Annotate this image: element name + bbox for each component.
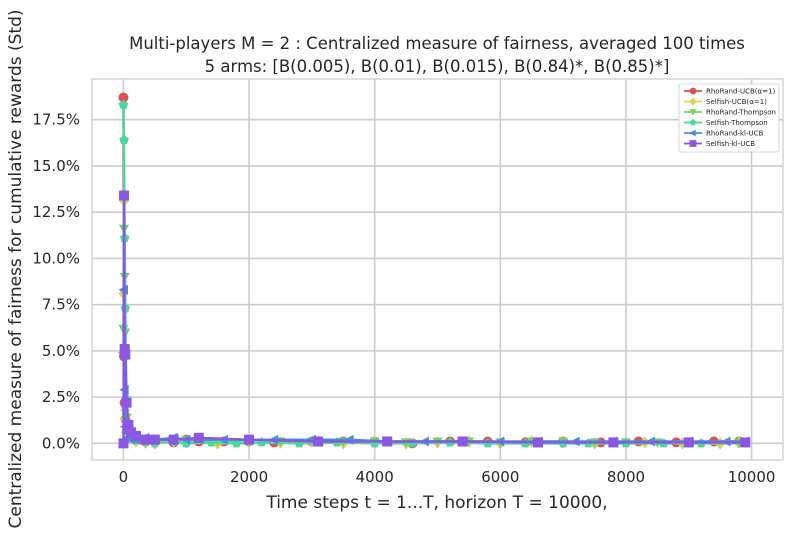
y-tick-label: 17.5% (32, 111, 80, 129)
data-point (740, 437, 751, 448)
legend-marker (689, 109, 697, 116)
tick-layer: 0 2000 4000 6000 8000 10000 0.0% 2.5% 5.0% 7.5% 10… (32, 111, 775, 486)
data-point (313, 436, 324, 447)
chart-subtitle: 5 arms: [B(0.005), B(0.01), B(0.015), B(… (205, 57, 670, 76)
series-5 (118, 190, 751, 449)
chart-title: Multi-players M = 2 : Centralized measur… (129, 34, 745, 53)
data-point (149, 434, 160, 445)
x-axis-label: Time steps t = 1...T, horizon T = 10000, (265, 493, 607, 513)
y-tick-label: 2.5% (42, 388, 80, 406)
legend-marker (689, 97, 697, 106)
data-point (120, 349, 131, 360)
data-point (121, 397, 132, 408)
y-tick-label: 0.0% (42, 434, 80, 452)
x-tick-label: 2000 (230, 468, 268, 486)
legend-label: Selfish-kl-UCB (706, 140, 755, 148)
y-tick-label: 5.0% (42, 342, 80, 360)
series-line (122, 194, 746, 444)
legend-label: Selfish-Thompson (706, 119, 768, 127)
data-point (125, 427, 136, 438)
data-point (193, 432, 204, 443)
data-point (118, 99, 129, 109)
data-point (140, 434, 151, 445)
y-tick-label: 15.0% (32, 157, 80, 175)
legend: RhoRand-UCB(α=1) Selfish-UCB(α=1) RhoRand-… (678, 83, 780, 153)
x-tick-label: 6000 (481, 468, 519, 486)
data-point (119, 135, 129, 145)
legend-label: RhoRand-kl-UCB (706, 130, 764, 138)
legend-marker (689, 87, 697, 95)
x-tick-label: 8000 (607, 468, 645, 486)
data-point (119, 190, 130, 201)
legend-marker (689, 129, 696, 137)
data-point (608, 437, 619, 448)
data-point (382, 436, 393, 447)
legend-label: RhoRand-UCB(α=1) (706, 88, 775, 96)
y-tick-label: 7.5% (42, 296, 80, 314)
y-axis-label: Centralized measure of fairness for cumu… (6, 9, 26, 528)
series-layer (118, 92, 751, 450)
data-point (168, 434, 179, 445)
legend-label: Selfish-UCB(α=1) (706, 98, 767, 106)
x-tick-label: 0 (119, 468, 129, 486)
legend-frame (678, 83, 780, 153)
data-point (683, 437, 694, 448)
y-tick-label: 10.0% (32, 249, 80, 267)
data-point (119, 344, 130, 355)
data-point (118, 92, 129, 103)
y-tick-label: 12.5% (32, 203, 80, 221)
data-point (123, 419, 134, 430)
data-point (457, 436, 468, 447)
data-point (118, 438, 129, 449)
data-point (244, 434, 255, 445)
data-point (533, 437, 544, 448)
x-tick-label: 4000 (356, 468, 394, 486)
legend-label: RhoRand-Thompson (706, 109, 776, 117)
plot-frame (91, 78, 784, 461)
legend-marker (689, 119, 697, 126)
data-point (130, 430, 141, 441)
legend-marker (689, 140, 697, 147)
x-tick-label: 10000 (728, 468, 776, 486)
